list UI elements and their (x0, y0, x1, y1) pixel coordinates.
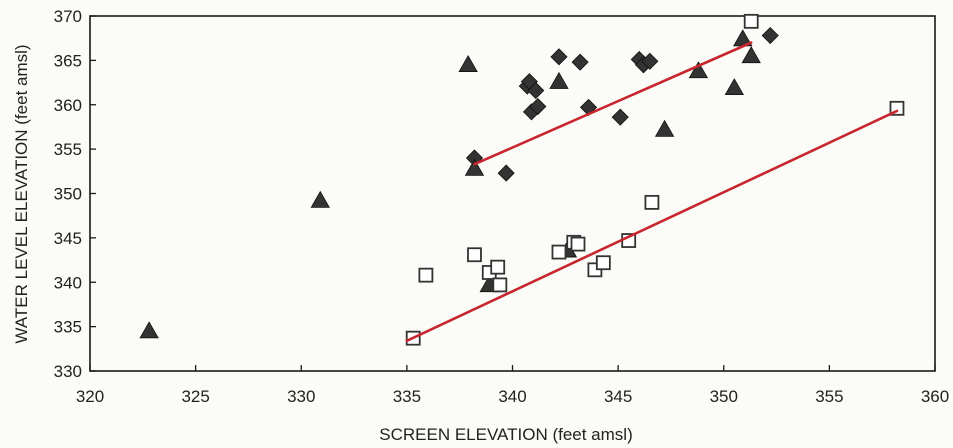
square-point (490, 259, 506, 275)
triangle-point (310, 190, 330, 208)
square-point (595, 255, 611, 271)
x-tick-label: 320 (76, 387, 104, 406)
plot-frame (89, 15, 936, 372)
x-tick-label: 340 (498, 387, 526, 406)
diamond-point (550, 48, 568, 66)
y-tick-label: 370 (54, 7, 82, 26)
triangle-point (654, 119, 675, 137)
square-point (467, 247, 482, 263)
x-axis-title: SCREEN ELEVATION (feet amsl) (379, 425, 632, 444)
x-tick-label: 350 (710, 387, 738, 406)
y-tick-label: 340 (54, 273, 82, 292)
trend-line (473, 41, 753, 166)
diamond-point (529, 97, 547, 116)
diamond-point (611, 108, 629, 126)
y-tick-label: 345 (54, 229, 82, 248)
x-tick-label: 360 (921, 387, 949, 406)
y-tick-label: 355 (54, 140, 82, 159)
x-tick-label: 325 (181, 387, 209, 406)
y-axis: 330 335 340 345 350 355 360 365 370 (54, 7, 96, 381)
y-tick-label: 335 (54, 318, 82, 337)
square-point (570, 236, 586, 252)
triangle-point (741, 46, 761, 64)
x-tick-label: 355 (815, 387, 843, 406)
triangle-point (688, 61, 709, 79)
square-point (644, 194, 660, 210)
x-tick-label: 345 (604, 387, 632, 406)
square-point (551, 244, 567, 260)
y-tick-label: 360 (54, 96, 82, 115)
diamond-point (761, 26, 779, 45)
y-tick-label: 330 (54, 362, 82, 381)
y-axis-title: WATER LEVEL ELEVATION (feet amsl) (12, 44, 31, 343)
diamond-point (641, 52, 659, 70)
square-point (492, 277, 508, 293)
y-tick-label: 350 (54, 185, 82, 204)
triangle-point (549, 71, 569, 89)
x-tick-label: 330 (287, 387, 315, 406)
y-tick-label: 365 (54, 51, 82, 70)
triangle-point (458, 55, 478, 72)
x-axis: 320 325 330 335 340 345 350 355 360 (76, 365, 949, 406)
square-point (743, 13, 759, 29)
diamond-point (527, 81, 545, 100)
square-point (418, 267, 434, 283)
marks-layer (139, 13, 905, 346)
triangle-point (464, 158, 485, 176)
diamond-point (571, 53, 589, 71)
triangle-point (724, 78, 745, 96)
x-tick-label: 335 (393, 387, 421, 406)
diamond-point (497, 164, 515, 182)
trend-line (405, 109, 899, 343)
triangle-point (139, 321, 159, 339)
